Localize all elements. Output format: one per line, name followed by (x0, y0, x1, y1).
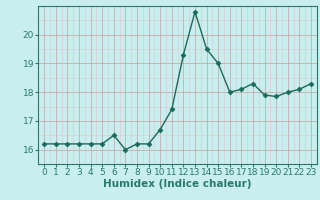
X-axis label: Humidex (Indice chaleur): Humidex (Indice chaleur) (103, 179, 252, 189)
